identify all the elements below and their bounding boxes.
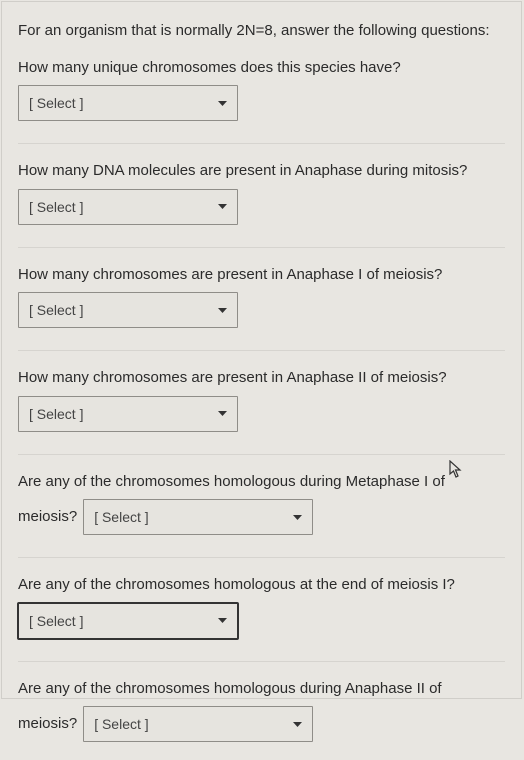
- answer-select[interactable]: [ Select ]: [18, 189, 238, 225]
- quiz-panel: For an organism that is normally 2N=8, a…: [1, 1, 522, 699]
- answer-select[interactable]: [ Select ]: [83, 499, 313, 535]
- question-text: How many DNA molecules are present in An…: [18, 160, 505, 183]
- divider: [18, 454, 505, 455]
- question-block: How many chromosomes are present in Anap…: [18, 367, 505, 432]
- question-text: How many unique chromosomes does this sp…: [18, 57, 505, 80]
- question-block: How many unique chromosomes does this sp…: [18, 57, 505, 122]
- answer-select[interactable]: [ Select ]: [83, 706, 313, 742]
- divider: [18, 557, 505, 558]
- answer-select[interactable]: [ Select ]: [18, 85, 238, 121]
- answer-select[interactable]: [ Select ]: [18, 292, 238, 328]
- question-text-inline: meiosis?: [18, 506, 77, 529]
- divider: [18, 247, 505, 248]
- answer-select[interactable]: [ Select ]: [18, 396, 238, 432]
- question-block: Are any of the chromosomes homologous at…: [18, 574, 505, 639]
- question-text: How many chromosomes are present in Anap…: [18, 264, 505, 287]
- question-text: Are any of the chromosomes homologous du…: [18, 678, 505, 701]
- divider: [18, 143, 505, 144]
- answer-select[interactable]: [ Select ]: [18, 603, 238, 639]
- question-block: How many DNA molecules are present in An…: [18, 160, 505, 225]
- question-text: Are any of the chromosomes homologous at…: [18, 574, 505, 597]
- divider: [18, 350, 505, 351]
- question-block: Are any of the chromosomes homologous du…: [18, 678, 505, 743]
- question-text: Are any of the chromosomes homologous du…: [18, 471, 505, 494]
- question-text: How many chromosomes are present in Anap…: [18, 367, 505, 390]
- question-block: How many chromosomes are present in Anap…: [18, 264, 505, 329]
- quiz-content: For an organism that is normally 2N=8, a…: [2, 2, 521, 760]
- inline-row: meiosis? [ Select ]: [18, 706, 505, 742]
- divider: [18, 661, 505, 662]
- question-text-inline: meiosis?: [18, 713, 77, 736]
- intro-text: For an organism that is normally 2N=8, a…: [18, 20, 505, 43]
- inline-row: meiosis? [ Select ]: [18, 499, 505, 535]
- question-block: Are any of the chromosomes homologous du…: [18, 471, 505, 536]
